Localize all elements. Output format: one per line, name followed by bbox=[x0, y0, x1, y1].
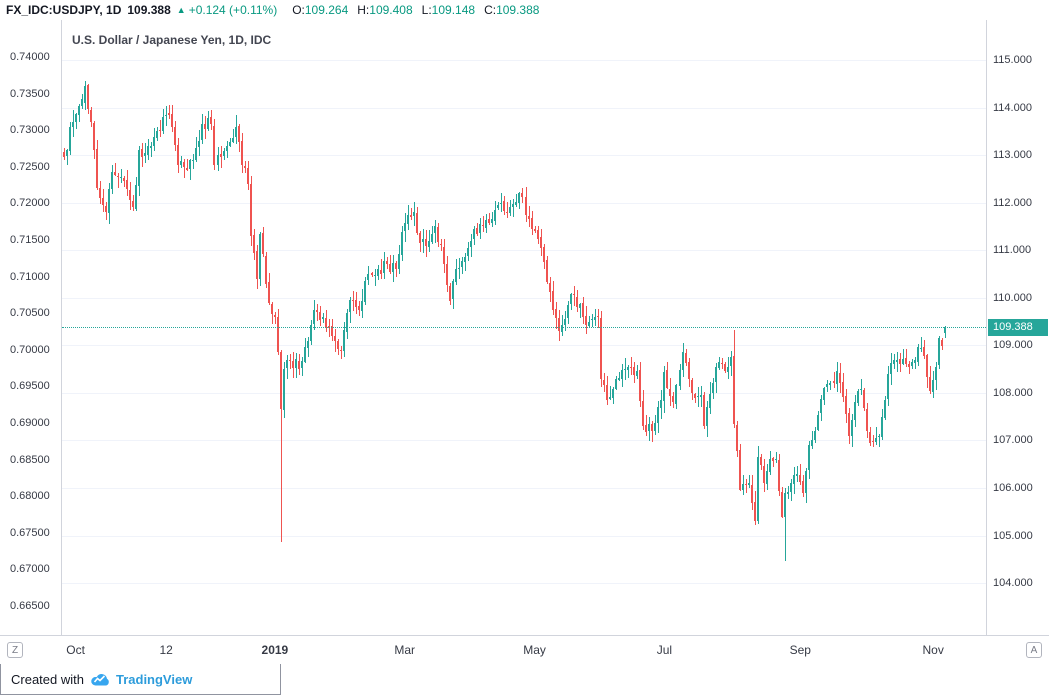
time-axis-label: 12 bbox=[159, 643, 173, 657]
ohlc-values: O:109.264 H:109.408 L:109.148 C:109.388 bbox=[283, 3, 539, 17]
time-axis-label: Sep bbox=[789, 643, 811, 657]
left-axis-tick-label: 0.67500 bbox=[10, 527, 50, 539]
symbol-title[interactable]: FX_IDC:USDJPY, 1D bbox=[6, 3, 122, 17]
right-price-axis[interactable]: 109.388 115.000 114.000 113.000 112.000 111.… bbox=[986, 20, 1049, 635]
right-axis-tick-label: 112.000 bbox=[993, 197, 1032, 209]
left-axis-tick-label: 0.66500 bbox=[10, 600, 50, 612]
open-value: O:109.264 bbox=[292, 3, 349, 17]
right-axis-tick-label: 111.000 bbox=[993, 244, 1032, 256]
current-price-line bbox=[62, 327, 986, 328]
left-price-axis[interactable]: 0.74000 0.73500 0.73000 0.72500 0.72000 0.715… bbox=[0, 20, 62, 635]
ohlc-legend-bar: FX_IDC:USDJPY, 1D 109.388 ▲ +0.124 (+0.1… bbox=[0, 0, 1049, 20]
left-axis-tick-label: 0.71000 bbox=[10, 271, 50, 283]
time-axis-label: Mar bbox=[394, 643, 416, 657]
chart-plot-area: U.S. Dollar / Japanese Yen, 1D, IDC bbox=[62, 20, 986, 635]
right-axis-tick-label: 115.000 bbox=[993, 54, 1032, 66]
high-value: H:109.408 bbox=[357, 3, 413, 17]
auto-scale-button[interactable]: A bbox=[1026, 642, 1042, 658]
left-axis-tick-label: 0.69500 bbox=[10, 380, 50, 392]
left-axis-tick-label: 0.67000 bbox=[10, 563, 50, 575]
right-axis-tick-label: 105.000 bbox=[993, 530, 1033, 542]
tradingview-brand-link[interactable]: TradingView bbox=[115, 671, 193, 687]
time-axis-label: 2019 bbox=[261, 643, 289, 657]
tradingview-logo-icon bbox=[91, 673, 109, 686]
left-axis-tick-label: 0.68000 bbox=[10, 490, 50, 502]
left-axis-tick-label: 0.73500 bbox=[10, 88, 50, 100]
right-axis-tick-label: 107.000 bbox=[993, 434, 1033, 446]
attribution-box: Created with TradingView bbox=[0, 663, 281, 695]
right-axis-tick-label: 106.000 bbox=[993, 482, 1033, 494]
time-axis-label: May bbox=[523, 643, 546, 657]
left-axis-tick-label: 0.69000 bbox=[10, 417, 50, 429]
low-value: L:109.148 bbox=[421, 3, 476, 17]
left-axis-tick-label: 0.73000 bbox=[10, 124, 50, 136]
right-axis-tick-label: 108.000 bbox=[993, 387, 1033, 399]
close-value: C:109.388 bbox=[484, 3, 540, 17]
right-axis-tick-label: 110.000 bbox=[993, 292, 1032, 304]
right-axis-tick-label: 113.000 bbox=[993, 149, 1032, 161]
time-axis[interactable]: Z A Oct 12 2019 Mar May Jul Sep Nov bbox=[0, 635, 1049, 664]
timezone-button[interactable]: Z bbox=[7, 642, 23, 658]
chart-title: U.S. Dollar / Japanese Yen, 1D, IDC bbox=[72, 33, 272, 47]
left-axis-tick-label: 0.70000 bbox=[10, 344, 50, 356]
time-axis-label: Oct bbox=[66, 643, 85, 657]
right-axis-tick-label: 104.000 bbox=[993, 577, 1033, 589]
attribution-footer: Created with TradingView bbox=[0, 663, 1049, 696]
price-change: ▲ +0.124 (+0.11%) bbox=[177, 3, 277, 17]
left-axis-tick-label: 0.72000 bbox=[10, 197, 50, 209]
legend-last-price: 109.388 bbox=[127, 3, 171, 17]
left-axis-tick-label: 0.74000 bbox=[10, 51, 50, 63]
right-axis-tick-label: 109.000 bbox=[993, 339, 1033, 351]
last-price-badge: 109.388 bbox=[988, 319, 1048, 336]
up-arrow-icon: ▲ bbox=[176, 4, 186, 15]
time-axis-label: Nov bbox=[922, 643, 944, 657]
time-axis-label: Jul bbox=[656, 643, 673, 657]
created-with-text: Created with bbox=[11, 671, 84, 687]
change-text: +0.124 (+0.11%) bbox=[188, 3, 278, 17]
right-axis-tick-label: 114.000 bbox=[993, 102, 1032, 114]
left-axis-tick-label: 0.70500 bbox=[10, 307, 50, 319]
left-axis-tick-label: 0.68500 bbox=[10, 454, 50, 466]
left-axis-tick-label: 0.72500 bbox=[10, 161, 50, 173]
left-axis-tick-label: 0.71500 bbox=[10, 234, 50, 246]
